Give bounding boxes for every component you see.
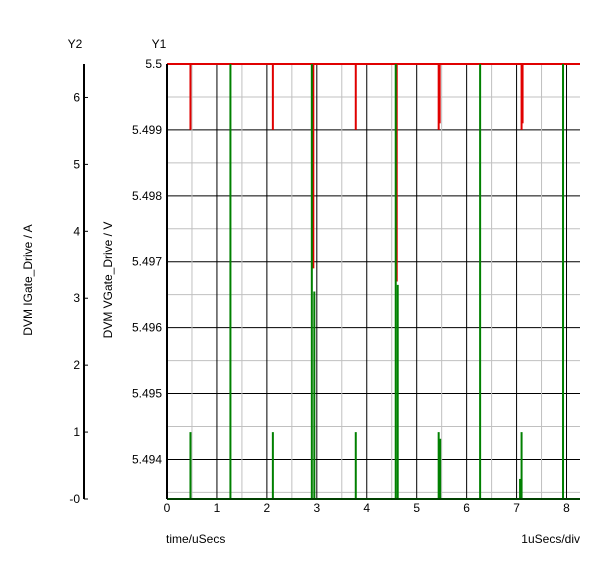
x-tick-label: 6 — [463, 501, 470, 515]
y1-tick-label: 5.497 — [132, 255, 162, 269]
x-axis-scale: 1uSecs/div — [521, 532, 580, 546]
x-tick-label: 2 — [264, 501, 271, 515]
y2-tick-label: 1 — [73, 425, 80, 439]
y2-tick-label: 3 — [73, 291, 80, 305]
x-tick-label: 7 — [513, 501, 520, 515]
axes: 5.494 5.495 5.496 5.497 5.498 5.499 5.5 -0 1 2 3 4 5… — [69, 57, 580, 515]
y1-axis-header: Y1 — [152, 37, 167, 51]
y1-tick-label: 5.498 — [132, 189, 162, 203]
y1-tick-label: 5.5 — [145, 57, 162, 71]
y2-axis-header: Y2 — [68, 37, 83, 51]
y1-tick-label: 5.495 — [132, 387, 162, 401]
x-tick-label: 8 — [563, 501, 570, 515]
y2-tick-label: 5 — [73, 157, 80, 171]
y1-tick-label: 5.494 — [132, 452, 162, 466]
series-1 — [167, 63, 580, 282]
y2-axis-title: DVM IGate_Drive / A — [21, 224, 35, 335]
x-axis-title: time/uSecs — [166, 532, 225, 546]
y1-axis-title: DVM VGate_Drive / V — [101, 222, 115, 339]
y2-tick-label: 6 — [73, 90, 80, 104]
x-tick-label: 4 — [363, 501, 370, 515]
x-tick-label: 1 — [214, 501, 221, 515]
y2-tick-label: 4 — [73, 224, 80, 238]
x-tick-label: 5 — [413, 501, 420, 515]
y1-tick-label: 5.496 — [132, 321, 162, 335]
x-tick-label: 3 — [313, 501, 320, 515]
x-tick-label: 0 — [164, 501, 171, 515]
series-2 — [167, 64, 580, 500]
series-layer — [167, 63, 580, 500]
y2-tick-label: -0 — [69, 492, 80, 506]
grid — [167, 63, 580, 499]
y2-tick-label: 2 — [73, 358, 80, 372]
y1-tick-label: 5.499 — [132, 123, 162, 137]
labels: Y2 Y1 DVM IGate_Drive / A DVM VGate_Driv… — [21, 37, 580, 546]
